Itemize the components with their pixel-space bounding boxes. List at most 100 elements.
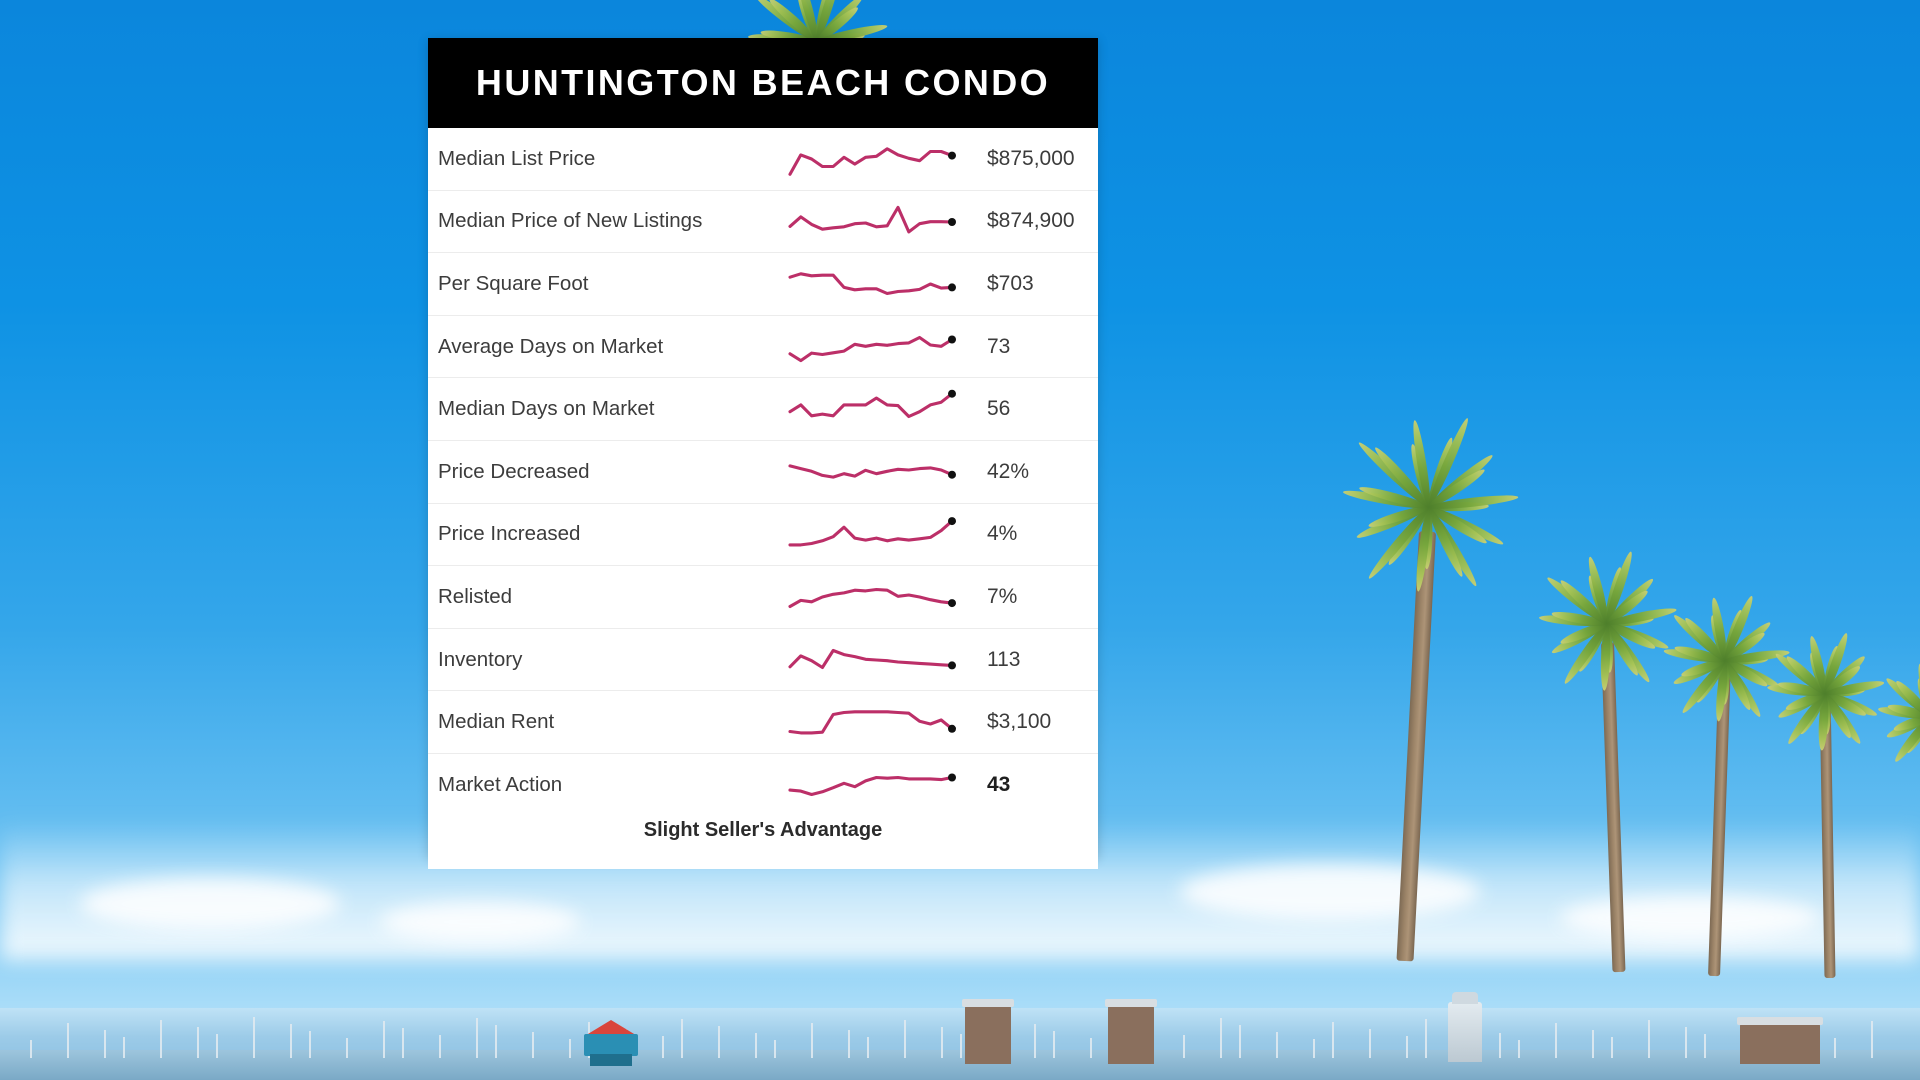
metric-label: Median Days on Market (438, 397, 655, 421)
sailboat-mast (160, 1020, 162, 1058)
sailboat-mast (1239, 1025, 1241, 1058)
cloud-shape (1560, 896, 1820, 940)
sailboat-mast (941, 1027, 943, 1058)
table-row[interactable]: Price Increased 4% (428, 503, 1098, 567)
sailboat-mast (1332, 1022, 1334, 1058)
sailboat-mast (1313, 1039, 1315, 1058)
table-row[interactable]: Market Action 43 (428, 753, 1098, 817)
table-row[interactable]: Median Rent $3,100 (428, 691, 1098, 754)
sailboat-mast (67, 1023, 69, 1058)
table-row[interactable]: Inventory 113 (428, 628, 1098, 692)
sailboat-mast (662, 1036, 664, 1058)
metric-value: 43 (987, 773, 1011, 797)
sparkline-chart (778, 198, 963, 244)
sparkline-svg (787, 147, 956, 176)
sparkline-svg (787, 773, 956, 797)
metric-label: Median Price of New Listings (438, 209, 703, 233)
table-row[interactable]: Average Days on Market 73 (428, 315, 1098, 379)
table-row[interactable]: Median Price of New Listings $874,900 (428, 190, 1098, 254)
sailboat-mast (718, 1026, 720, 1058)
sailboat-mast (1555, 1023, 1557, 1058)
sailboat-mast (1090, 1038, 1092, 1058)
sparkline-svg (787, 335, 956, 362)
sailboat-mast (290, 1024, 292, 1058)
sailboat-mast (1871, 1021, 1873, 1058)
cloud-shape (80, 878, 340, 930)
sailboat-mast (1704, 1034, 1706, 1058)
table-row[interactable]: Price Decreased 42% (428, 440, 1098, 504)
sailboat-mast (1406, 1036, 1408, 1058)
sailboat-mast (30, 1040, 32, 1058)
sparkline-endpoint-dot (947, 517, 956, 526)
cloud-shape (1180, 864, 1480, 920)
sparkline-chart (778, 386, 963, 432)
sailboat-mast (1611, 1037, 1613, 1058)
sparkline-svg (787, 710, 956, 735)
metric-value: 56 (987, 397, 1011, 421)
sparkline-chart (778, 449, 963, 495)
sailboat-mast (1034, 1024, 1036, 1058)
sailboat-mast (569, 1039, 571, 1058)
sailboat-mast (383, 1021, 385, 1058)
palm-tree (1660, 594, 1790, 978)
sparkline-endpoint-dot (947, 660, 956, 669)
card-header: HUNTINGTON BEACH CONDO (428, 38, 1098, 128)
palm-tree (1330, 416, 1519, 964)
table-row[interactable]: Median Days on Market 56 (428, 378, 1098, 441)
page-title: HUNTINGTON BEACH CONDO (475, 62, 1051, 103)
metric-value: 73 (987, 334, 1011, 358)
sparkline-chart (778, 762, 963, 808)
palm-tree (1767, 631, 1885, 979)
sparkline-svg (787, 648, 956, 669)
table-row[interactable]: Per Square Foot $703 (428, 253, 1098, 316)
sailboat-mast (216, 1034, 218, 1058)
cloud-shape (380, 902, 580, 942)
lifeguard-tower (578, 1020, 644, 1066)
sailboat-mast (104, 1030, 106, 1058)
palm-crown (1767, 631, 1885, 751)
sparkline-svg (787, 389, 956, 419)
sailboat-mast (197, 1027, 199, 1058)
sailboat-mast (904, 1020, 906, 1058)
palm-tree (1877, 663, 1920, 981)
metric-label: Relisted (438, 584, 513, 608)
sailboat-mast (848, 1030, 850, 1058)
palm-crown (1877, 663, 1920, 765)
sailboat-mast (1425, 1019, 1427, 1058)
sailboat-mast (495, 1025, 497, 1058)
sailboat-mast (681, 1019, 683, 1058)
sailboat-mast (1648, 1020, 1650, 1058)
sparkline-endpoint-dot (947, 283, 956, 292)
metric-value: $703 (987, 271, 1034, 295)
sparkline-svg (787, 464, 956, 479)
sailboat-mast (402, 1028, 404, 1058)
sparkline-svg (787, 517, 956, 547)
marina-masts (0, 1004, 1920, 1058)
sailboat-mast (1518, 1040, 1520, 1058)
table-row[interactable]: Median List Price $875,000 (428, 128, 1098, 191)
sailboat-mast (1499, 1033, 1501, 1058)
table-row[interactable]: Relisted 7% (428, 566, 1098, 629)
sailboat-mast (1685, 1027, 1687, 1058)
metric-value: 4% (987, 522, 1018, 546)
sailboat-mast (439, 1035, 441, 1058)
sparkline-chart (778, 637, 963, 683)
pier-tower (1448, 992, 1482, 1062)
sparkline-chart (778, 511, 963, 557)
sparkline-chart (778, 324, 963, 370)
sailboat-mast (755, 1033, 757, 1058)
sparkline-chart (778, 261, 963, 307)
metric-label: Average Days on Market (438, 334, 664, 358)
metric-value: $874,900 (987, 209, 1075, 233)
market-summary-card: HUNTINGTON BEACH CONDO Median List Price… (428, 38, 1098, 869)
sparkline-chart (778, 699, 963, 745)
beach-building (1105, 999, 1157, 1064)
metric-value: $3,100 (987, 710, 1052, 734)
sailboat-mast (532, 1032, 534, 1058)
sailboat-mast (960, 1034, 962, 1058)
sparkline-endpoint-dot (947, 724, 956, 733)
beach-building (1737, 1017, 1823, 1064)
metric-value: 7% (987, 584, 1018, 608)
sailboat-mast (1053, 1031, 1055, 1058)
metric-label: Price Decreased (438, 459, 590, 483)
